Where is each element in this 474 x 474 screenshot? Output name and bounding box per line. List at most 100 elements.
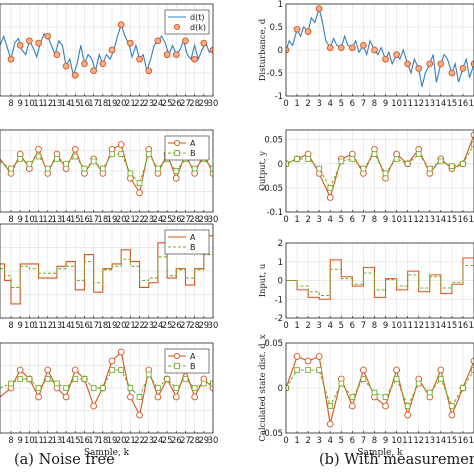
panel-left-input: 8 9 10111213141516171819202122232425262728…: [0, 223, 218, 330]
series-d(k)-point: [415, 65, 423, 72]
series-B-point: [360, 376, 367, 382]
series-B-point: [182, 376, 189, 382]
legend-label: A: [190, 233, 196, 242]
x-tick-label: 22: [134, 435, 145, 445]
series-A-point: [71, 145, 79, 153]
series-A-point: [326, 420, 334, 428]
x-tick-label: 26: [171, 320, 182, 330]
y-tick-label: 2: [278, 238, 283, 248]
x-tick-label: 30: [208, 214, 219, 224]
x-tick-label: 14: [435, 435, 446, 445]
x-tick-label: 8: [372, 435, 377, 445]
x-tick-label: 6: [350, 320, 355, 330]
y-axis-label: Calculated state dist. d_x: [257, 334, 268, 441]
series-d(k)-point: [108, 46, 116, 54]
x-tick-label: 3: [317, 435, 322, 445]
x-tick-label: 17: [88, 214, 99, 224]
series-B-point: [26, 160, 33, 167]
series-B-line: [286, 144, 474, 190]
y-tick-label: -0.05: [261, 183, 283, 193]
x-tick-label: 4: [328, 320, 333, 330]
x-tick-label: 23: [143, 320, 154, 330]
x-tick-label: 9: [18, 320, 23, 330]
x-tick-label: 10: [24, 320, 35, 330]
series-d(k)-point: [337, 44, 345, 52]
x-tick-label: 13: [52, 214, 63, 224]
x-tick-label: 12: [413, 214, 424, 224]
x-tick-label: 30: [208, 435, 219, 445]
series-A-point: [404, 411, 411, 419]
series-B-point: [127, 170, 134, 177]
series-A-point: [172, 174, 180, 182]
x-tick-label: 20: [116, 435, 127, 445]
x-tick-label: 29: [198, 98, 209, 108]
x-tick-label: 25: [162, 320, 173, 330]
x-tick-label: 3: [317, 320, 322, 330]
x-tick-label: 2: [305, 98, 310, 108]
series-B-point: [327, 185, 334, 191]
x-tick-label: 1: [294, 214, 299, 224]
legend-label: B: [190, 362, 196, 371]
x-tick-label: 20: [116, 214, 127, 224]
x-tick-label: 23: [143, 214, 154, 224]
y-tick-label: 0.05: [264, 338, 283, 348]
series-A-point: [393, 366, 400, 374]
series-A-point: [209, 384, 213, 392]
x-tick-label: 28: [189, 98, 200, 108]
x-tick-label: 11: [402, 320, 413, 330]
legend-label: A: [190, 352, 196, 361]
x-tick-label: 9: [383, 320, 388, 330]
series-d(k)-point: [53, 51, 61, 58]
series-A-point: [71, 366, 79, 374]
x-tick-label: 17: [469, 320, 474, 330]
series-B-line: [286, 264, 474, 297]
series-B-point: [164, 376, 170, 382]
series-A-point: [315, 353, 323, 360]
x-tick-label: 18: [97, 98, 108, 108]
x-tick-label: 16: [79, 320, 90, 330]
x-tick-label: 19: [107, 435, 118, 445]
series-A-line: [286, 355, 474, 425]
x-tick-label: 12: [413, 98, 424, 108]
series-d(k)-point: [448, 69, 456, 77]
x-tick-label: 4: [328, 435, 333, 445]
series-d(k)-point: [470, 60, 474, 68]
series-B-point: [393, 376, 400, 382]
x-tick-label: 14: [61, 98, 72, 108]
x-tick-label: 10: [391, 214, 402, 224]
x-tick-label: 12: [413, 320, 424, 330]
x-tick-label: 4: [328, 214, 333, 224]
x-tick-label: 6: [350, 98, 355, 108]
series-B-point: [327, 403, 334, 409]
series-B-point: [437, 158, 444, 165]
y-tick-label: -0.1: [267, 207, 283, 217]
series-B-point: [294, 156, 300, 162]
x-tick-label: 30: [208, 98, 219, 108]
series-B-point: [210, 380, 213, 387]
x-tick-label: 15: [447, 320, 458, 330]
y-tick-label: 1: [278, 257, 283, 267]
series-B-point: [155, 165, 161, 172]
y-tick-label: -1: [275, 91, 283, 101]
x-tick-label: 4: [328, 98, 333, 108]
x-tick-label: 15: [447, 98, 458, 108]
series-A-point: [117, 141, 125, 148]
series-B-point: [99, 165, 106, 172]
x-tick-label: 15: [70, 214, 81, 224]
x-tick-label: 24: [153, 98, 164, 108]
y-axis-label: Output, y: [257, 151, 267, 191]
series-B-point: [81, 376, 88, 382]
x-tick-label: 23: [143, 435, 154, 445]
x-tick-label: 26: [171, 435, 182, 445]
series-B-point: [118, 367, 125, 373]
x-tick-label: 18: [97, 320, 108, 330]
y-tick-label: 0: [278, 159, 283, 169]
legend-box: [164, 9, 210, 35]
axes-frame: [0, 223, 214, 319]
series-B-point: [63, 160, 69, 167]
series-B-point: [35, 385, 42, 391]
series-B-point: [471, 141, 474, 148]
x-tick-label: 12: [42, 435, 53, 445]
series-d(k)-point: [26, 37, 33, 45]
x-tick-label: 16: [458, 98, 469, 108]
